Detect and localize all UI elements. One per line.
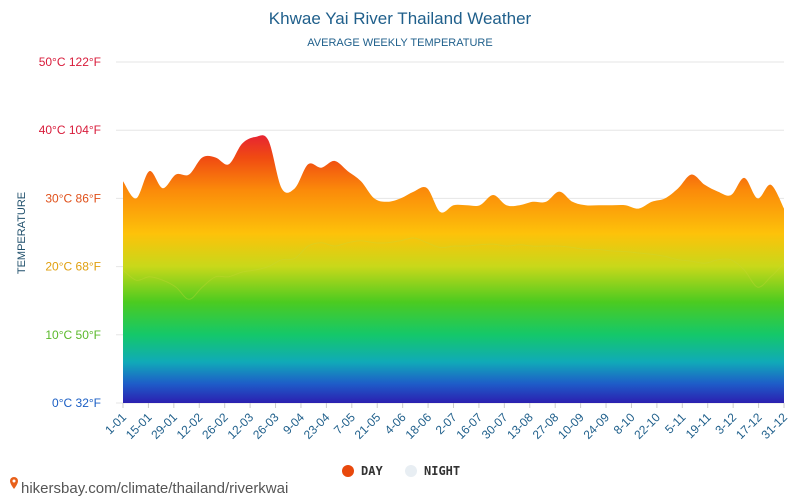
x-tick-label: 22-10 (631, 410, 663, 442)
x-tick-label: 18-06 (403, 410, 435, 442)
x-axis-ticks: 1-0115-0129-0112-0226-0212-0326-039-0423… (102, 403, 790, 442)
y-tick-label: 10°C 50°F (45, 328, 101, 342)
x-tick-label: 26-02 (199, 410, 231, 442)
x-tick-label: 16-07 (453, 410, 485, 442)
legend-night-marker (405, 465, 417, 477)
y-axis-ticks: 0°C 32°F 10°C 50°F 20°C 68°F 30°C 86°F 40°C … (39, 55, 101, 410)
x-tick-label: 13-08 (504, 410, 536, 442)
legend-item-day[interactable]: DAY (342, 464, 383, 478)
y-tick-label: 30°C 86°F (45, 191, 101, 205)
x-tick-label: 26-03 (250, 410, 282, 442)
y-tick-label: 20°C 68°F (45, 260, 101, 274)
y-tick-label: 40°C 104°F (39, 123, 101, 137)
y-tick-label: 50°C 122°F (39, 55, 101, 69)
x-tick-label: 10-09 (555, 410, 587, 442)
y-axis-label: TEMPERATURE (16, 192, 28, 274)
chart-title: Khwae Yai River Thailand Weather (269, 9, 532, 28)
day-series-area (123, 135, 784, 403)
x-tick-label: 21-05 (352, 410, 384, 442)
x-tick-label: 31-12 (759, 410, 791, 442)
x-tick-label: 19-11 (683, 410, 714, 441)
x-tick-label: 23-04 (301, 410, 333, 442)
legend-item-night[interactable]: NIGHT (405, 464, 460, 478)
x-tick-label: 15-01 (123, 410, 155, 442)
x-tick-label: 29-01 (148, 410, 180, 442)
night-series-line (122, 237, 785, 300)
x-tick-label: 17-12 (733, 410, 765, 442)
map-pin-icon (10, 477, 18, 489)
legend-day-label: DAY (361, 464, 383, 478)
chart-subtitle: AVERAGE WEEKLY TEMPERATURE (307, 37, 492, 49)
legend: DAY NIGHT (342, 464, 460, 478)
map-pin-dot (12, 479, 16, 483)
x-tick-label: 24-09 (581, 410, 613, 442)
source-text: hikersbay.com/climate/thailand/riverkwai (21, 480, 288, 497)
x-tick-label: 12-02 (174, 410, 206, 442)
x-tick-label: 27-08 (530, 410, 562, 442)
legend-night-label: NIGHT (424, 464, 460, 478)
x-tick-label: 30-07 (479, 410, 511, 442)
x-tick-label: 12-03 (225, 410, 257, 442)
source-link[interactable]: hikersbay.com/climate/thailand/riverkwai (10, 477, 288, 497)
y-tick-label: 0°C 32°F (52, 396, 101, 410)
legend-day-marker (342, 465, 354, 477)
